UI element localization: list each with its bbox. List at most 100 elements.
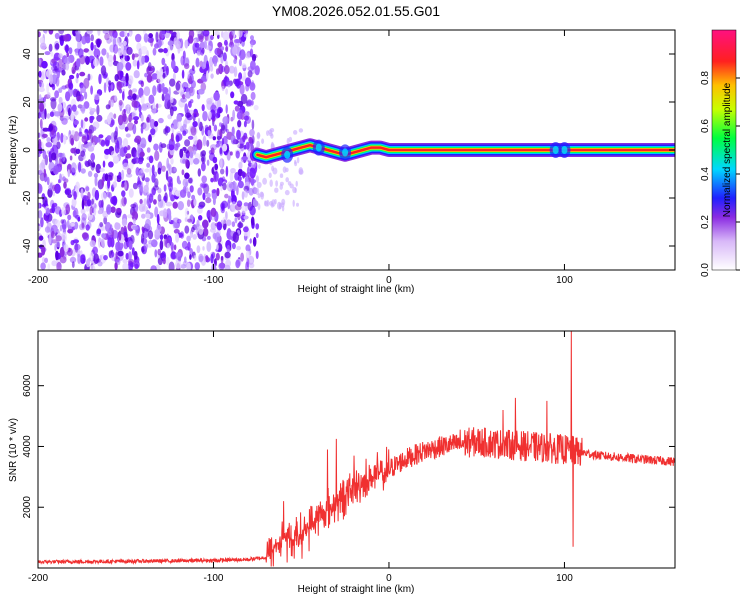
noise-blob — [167, 176, 173, 183]
noise-blob — [298, 128, 304, 133]
noise-blob — [186, 262, 191, 270]
spectrogram-signal — [250, 138, 675, 165]
noise-blob — [131, 100, 138, 108]
noise-blob — [224, 39, 228, 46]
noise-blob — [251, 135, 255, 145]
noise-blob — [40, 217, 44, 228]
noise-blob — [188, 100, 192, 108]
noise-blob — [97, 209, 103, 215]
snr-xtick-label: 100 — [556, 573, 573, 584]
spectrogram-xtick-label: -200 — [28, 275, 48, 286]
noise-blob — [116, 62, 124, 71]
noise-blob — [140, 126, 144, 134]
noise-blob — [177, 180, 181, 185]
noise-blob — [234, 105, 240, 112]
noise-blob — [181, 69, 185, 79]
noise-blob — [40, 42, 47, 50]
noise-blob — [150, 265, 157, 270]
noise-blob — [224, 264, 231, 270]
noise-blob — [156, 213, 160, 225]
noise-blob — [41, 245, 46, 256]
noise-blob — [138, 87, 144, 98]
noise-blob — [195, 57, 200, 68]
noise-blob — [80, 188, 84, 199]
noise-blob — [156, 224, 162, 233]
noise-blob — [113, 113, 117, 119]
noise-blob — [108, 80, 112, 86]
noise-blob — [197, 88, 205, 95]
noise-blob — [86, 258, 90, 268]
noise-blob — [221, 85, 225, 92]
noise-blob — [41, 113, 46, 120]
noise-blob — [176, 31, 181, 40]
noise-blob — [99, 168, 105, 172]
noise-blob — [152, 85, 157, 97]
noise-blob — [275, 180, 278, 187]
noise-blob — [270, 202, 274, 208]
noise-blob — [84, 55, 88, 64]
noise-blob — [96, 104, 100, 116]
noise-blob — [58, 53, 63, 59]
noise-blob — [101, 233, 106, 239]
noise-blob — [250, 42, 254, 48]
noise-blob — [235, 38, 242, 43]
noise-blob — [180, 97, 187, 103]
noise-blob — [53, 111, 61, 117]
snr-xtick-label: -100 — [203, 573, 223, 584]
noise-blob — [67, 214, 72, 221]
noise-blob — [249, 238, 252, 244]
noise-blob — [87, 146, 95, 152]
noise-blob — [148, 240, 154, 245]
noise-blob — [134, 263, 139, 269]
colorbar-label: Normalized spectral amplitude — [722, 82, 733, 217]
noise-blob — [245, 115, 251, 124]
noise-blob — [140, 114, 144, 122]
noise-blob — [138, 169, 144, 179]
noise-blob — [131, 88, 138, 93]
noise-blob — [103, 82, 107, 93]
noise-blob — [93, 48, 101, 58]
noise-blob — [147, 230, 154, 240]
noise-blob — [211, 189, 217, 194]
noise-blob — [239, 83, 245, 95]
noise-blob — [79, 71, 86, 77]
noise-blob — [58, 30, 65, 35]
noise-blob — [189, 233, 193, 238]
noise-blob — [113, 30, 116, 33]
noise-blob — [74, 221, 79, 230]
noise-blob — [98, 134, 104, 139]
noise-blob — [201, 175, 207, 184]
noise-blob — [61, 69, 66, 76]
noise-blob — [138, 80, 144, 85]
noise-blob — [38, 57, 42, 66]
noise-blob — [100, 226, 107, 231]
noise-blob — [112, 195, 118, 206]
noise-blob — [216, 135, 222, 141]
noise-blob — [255, 175, 259, 183]
noise-blob — [81, 222, 85, 229]
noise-blob — [254, 65, 260, 76]
noise-blob — [154, 249, 158, 258]
noise-blob — [241, 205, 247, 214]
noise-blob — [161, 57, 166, 66]
noise-blob — [144, 168, 150, 173]
snr-xtick-label: -200 — [28, 573, 48, 584]
noise-blob — [59, 158, 63, 168]
noise-blob — [296, 157, 300, 164]
noise-blob — [89, 240, 96, 248]
noise-blob — [166, 256, 170, 266]
noise-blob — [127, 32, 130, 37]
noise-blob — [110, 206, 116, 213]
noise-blob — [151, 164, 155, 175]
noise-blob — [132, 182, 138, 190]
noise-blob — [230, 181, 238, 192]
noise-blob — [54, 243, 57, 251]
noise-blob — [66, 52, 69, 58]
noise-blob — [89, 251, 95, 261]
noise-blob — [108, 192, 112, 199]
noise-blob — [225, 104, 228, 114]
noise-blob — [140, 45, 148, 55]
noise-blob — [274, 199, 277, 205]
noise-blob — [42, 150, 47, 160]
noise-blob — [292, 199, 295, 207]
